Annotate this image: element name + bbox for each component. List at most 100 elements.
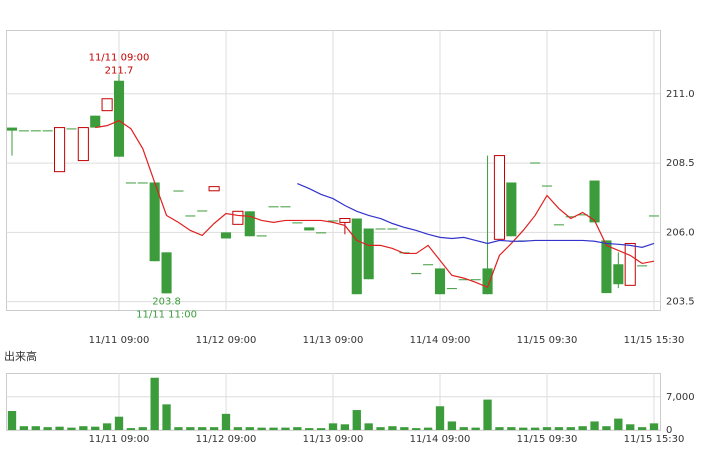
volume-bar xyxy=(554,427,564,430)
volume-bar xyxy=(43,427,52,430)
volume-bar xyxy=(79,426,88,430)
candle-body xyxy=(470,279,481,281)
candle-body xyxy=(149,182,160,262)
y-tick-label: 208.5 xyxy=(666,158,695,169)
annotation-value: 203.8 xyxy=(152,296,181,307)
moving-average xyxy=(95,119,655,289)
volume-bar xyxy=(186,427,195,430)
x-tick-label: 11/12 09:00 xyxy=(196,335,257,346)
volume-bar xyxy=(388,426,397,430)
candle-body xyxy=(541,185,553,187)
x-tick-label: 11/11 09:00 xyxy=(89,434,150,445)
x-tick-label: 11/11 09:00 xyxy=(89,335,150,346)
y-tick-label: 7,000 xyxy=(666,392,695,403)
candle-body xyxy=(411,273,422,275)
annotation-label: 11/11 09:00 xyxy=(89,52,150,63)
volume-bar xyxy=(459,427,468,430)
volume-bar xyxy=(150,377,159,430)
candle-body xyxy=(208,186,220,192)
volume-bar xyxy=(352,410,361,430)
volume-bar xyxy=(198,427,207,430)
candle-body xyxy=(6,127,18,131)
candle-body xyxy=(423,264,434,266)
candle-body xyxy=(553,224,564,226)
volume-bar xyxy=(174,427,183,430)
candle-body xyxy=(77,127,89,162)
annotation-value: 211.7 xyxy=(105,65,134,76)
candle-body xyxy=(613,264,624,285)
candle-body xyxy=(137,182,148,184)
x-tick-label: 11/15 15:30 xyxy=(624,434,685,445)
candle-body xyxy=(42,130,53,132)
candle-body xyxy=(363,228,374,280)
volume-bar xyxy=(412,428,421,430)
x-tick-label: 11/15 09:30 xyxy=(517,434,578,445)
candle-body xyxy=(624,242,636,286)
volume-bar xyxy=(7,411,17,430)
volume-bar xyxy=(257,427,266,430)
x-tick-label: 11/13 09:00 xyxy=(303,434,364,445)
candle-body xyxy=(648,215,660,217)
y-tick-label: 206.0 xyxy=(666,227,695,238)
candle-body xyxy=(351,218,362,295)
candle-body xyxy=(113,80,125,157)
candle-body xyxy=(292,222,303,224)
volume-bar xyxy=(590,421,599,430)
volume-bar xyxy=(495,427,504,430)
volume-bar xyxy=(578,426,587,430)
volume-bar xyxy=(400,427,409,430)
volume-bar xyxy=(19,426,29,430)
x-tick-label: 11/15 09:30 xyxy=(517,335,578,346)
volume-bar xyxy=(269,427,278,430)
volume-bar xyxy=(281,427,290,430)
candle-body xyxy=(375,228,386,230)
candle-body xyxy=(30,130,41,132)
volume-bar xyxy=(435,406,445,430)
candle-body xyxy=(387,228,398,230)
volume-bar xyxy=(649,423,659,430)
volume-bar xyxy=(328,423,338,430)
candle-body xyxy=(446,288,457,290)
candle-body xyxy=(197,210,208,212)
volume-bar xyxy=(162,404,171,430)
volume-bar xyxy=(602,426,611,430)
x-tick-label: 11/14 09:00 xyxy=(410,335,471,346)
candle-body xyxy=(339,218,351,223)
volume-bar xyxy=(126,428,136,430)
volume-bar xyxy=(67,427,76,430)
candle-body xyxy=(601,240,612,294)
volume-title: 出来高 xyxy=(4,349,37,363)
candle-body xyxy=(268,206,279,208)
candle-body xyxy=(458,279,469,281)
volume-bar xyxy=(316,428,326,430)
candle-body xyxy=(220,232,232,239)
volume-bar xyxy=(566,427,575,430)
candle-body xyxy=(482,268,493,295)
volume-bar xyxy=(31,426,40,430)
candle-body xyxy=(327,220,339,222)
volume-bar xyxy=(91,426,100,430)
x-tick-label: 11/12 09:00 xyxy=(196,434,257,445)
y-tick-label: 0 xyxy=(666,425,672,436)
candle-body xyxy=(434,268,446,295)
candle-body xyxy=(18,130,29,132)
x-tick-label: 11/13 09:00 xyxy=(303,335,364,346)
volume-bar xyxy=(305,428,314,430)
candle-body xyxy=(577,214,588,216)
volume-bar xyxy=(209,427,219,430)
volume-bar xyxy=(519,427,528,430)
volume-bar xyxy=(483,399,492,430)
candle-body xyxy=(493,155,505,240)
candle-body xyxy=(90,115,101,128)
candle-body xyxy=(304,227,315,231)
volume-bar xyxy=(114,416,124,430)
volume-bar xyxy=(102,423,112,430)
volume-bar xyxy=(293,427,302,430)
y-tick-label: 211.0 xyxy=(666,89,695,100)
candle-body xyxy=(637,265,648,267)
candle-body xyxy=(54,127,66,173)
annotation-label: 11/11 11:00 xyxy=(136,309,197,320)
candle-body xyxy=(125,182,136,184)
candle-body xyxy=(66,128,77,130)
